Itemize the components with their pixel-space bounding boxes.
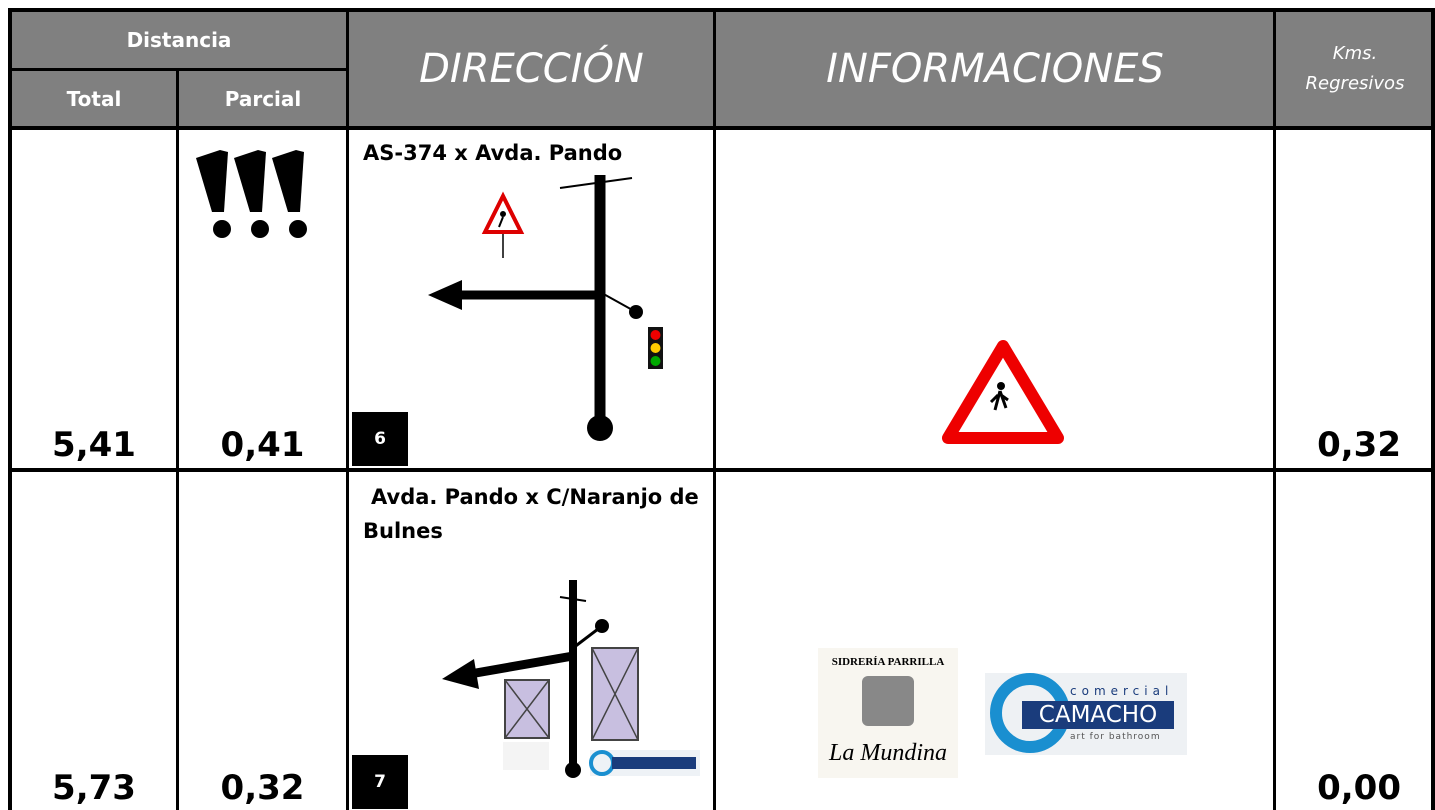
border	[8, 468, 1435, 472]
border	[176, 68, 179, 810]
logos	[818, 648, 1187, 778]
logo-text: comercial	[1070, 684, 1174, 698]
header-distancia: Distancia	[10, 10, 348, 70]
border	[8, 68, 348, 71]
parcial-value: 0,41	[220, 425, 305, 465]
kms-value: 0,32	[1317, 425, 1401, 465]
border	[8, 126, 1435, 130]
logo-text: CAMACHO	[1038, 702, 1158, 728]
direction-title: Avda. Pando x C/Naranjo de Bulnes	[363, 485, 699, 543]
warning-icon	[196, 150, 307, 238]
border	[713, 8, 716, 810]
border	[1273, 8, 1276, 810]
header-kms-line: Regresivos	[1305, 73, 1405, 94]
header-kms-line: Kms.	[1332, 43, 1378, 64]
parcial-value: 0,32	[220, 768, 305, 808]
step-number: 6	[352, 412, 408, 466]
header-kms: Kms. Regresivos	[1275, 10, 1435, 128]
header-total: Total	[10, 70, 178, 128]
border	[8, 8, 12, 810]
total-value: 5,41	[52, 425, 136, 465]
route-diagram	[428, 175, 663, 441]
step-number: 7	[352, 755, 408, 809]
border	[1431, 8, 1435, 810]
logo-text: La Mundina	[828, 740, 947, 766]
border	[346, 8, 349, 810]
logo-text: art for bathroom	[1070, 732, 1161, 742]
header-parcial: Parcial	[178, 70, 348, 128]
border	[8, 8, 1435, 12]
header-informaciones: INFORMACIONES	[715, 10, 1275, 128]
total-value: 5,73	[52, 768, 136, 808]
pedestrian-sign	[942, 340, 1064, 444]
direction-title: AS-374 x Avda. Pando	[363, 141, 623, 165]
route-diagram	[442, 580, 700, 778]
kms-value: 0,00	[1317, 768, 1401, 808]
header-direccion: DIRECCIÓN	[348, 10, 715, 128]
logo-text: SIDRERÍA PARRILLA	[831, 656, 945, 668]
